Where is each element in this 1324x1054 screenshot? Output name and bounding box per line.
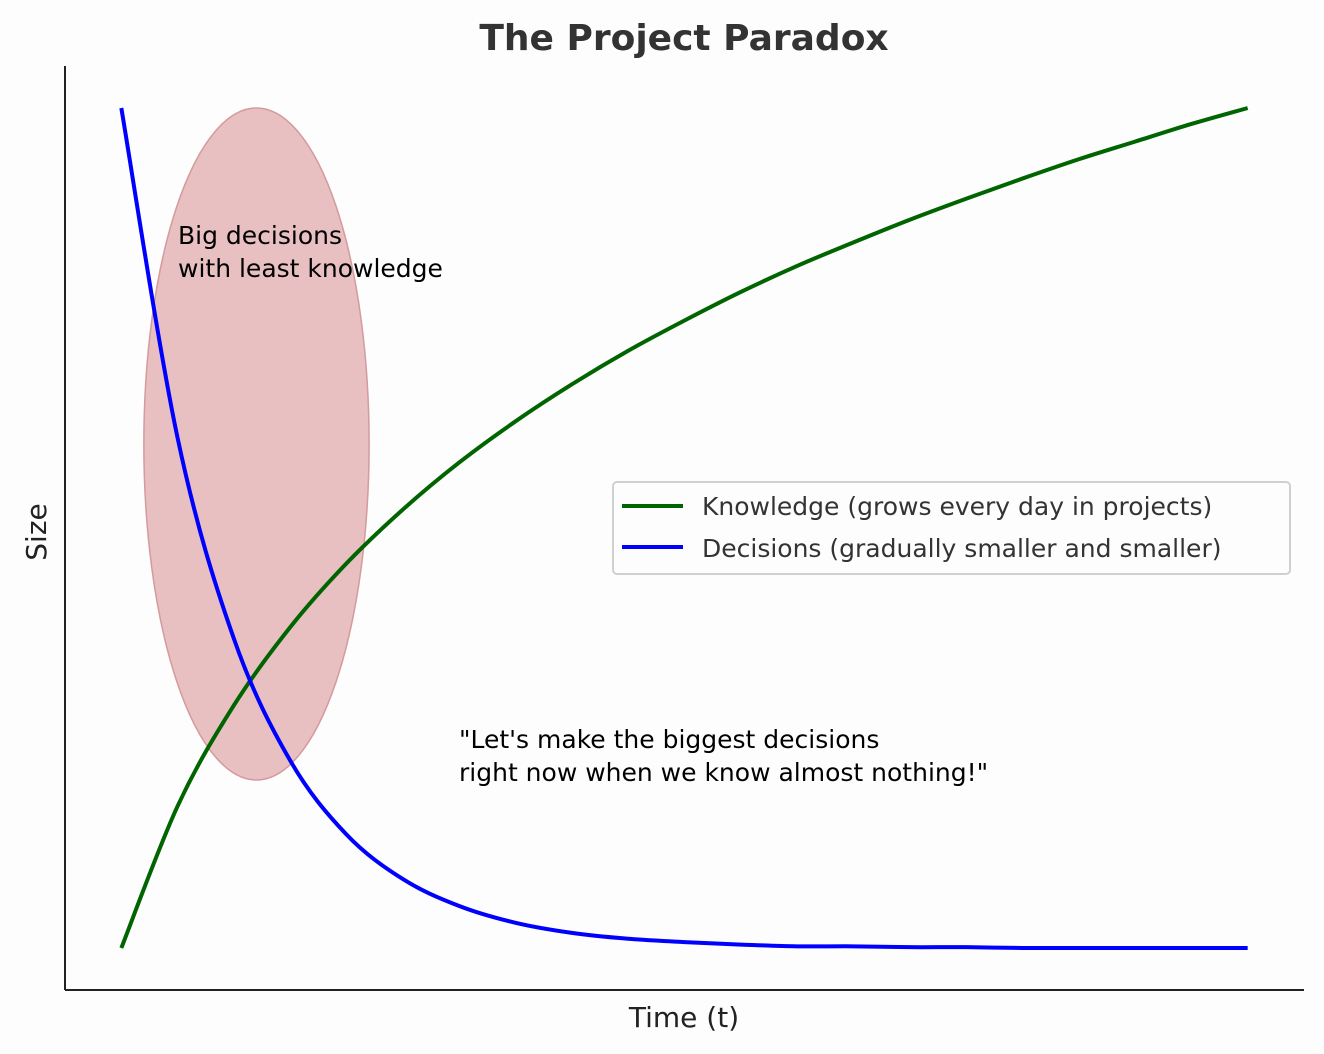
legend-label-knowledge: Knowledge (grows every day in projects) bbox=[702, 492, 1212, 521]
annotation-text: right now when we know almost nothing!" bbox=[459, 758, 988, 787]
legend-label-decisions: Decisions (gradually smaller and smaller… bbox=[702, 534, 1221, 563]
series-line-knowledge bbox=[119, 106, 1249, 949]
annotation-text: Big decisions bbox=[178, 221, 342, 250]
highlight-ellipse bbox=[143, 107, 370, 781]
plot-area: Big decisions with least knowledge "Let's … bbox=[119, 106, 1249, 951]
annotation-text: "Let's make the biggest decisions bbox=[459, 725, 879, 754]
series-line-decisions bbox=[119, 107, 1248, 951]
legend: Knowledge (grows every day in projects) … bbox=[612, 481, 1291, 575]
y-axis-label: Size bbox=[20, 503, 53, 560]
annotation-text: with least knowledge bbox=[178, 254, 443, 283]
x-axis-label: Time (t) bbox=[628, 1001, 739, 1034]
legend-box bbox=[612, 481, 1291, 575]
chart-title: The Project Paradox bbox=[479, 18, 888, 59]
